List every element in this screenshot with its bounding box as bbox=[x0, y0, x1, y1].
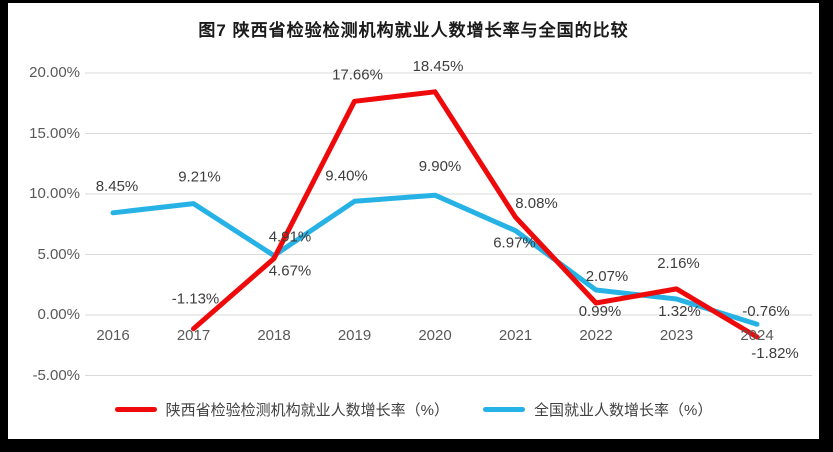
data-label: 9.40% bbox=[325, 167, 368, 184]
x-axis-year-label: 2019 bbox=[337, 327, 372, 344]
data-label: 2.07% bbox=[586, 268, 629, 285]
legend-line-icon bbox=[114, 407, 157, 412]
data-label: 8.45% bbox=[96, 178, 139, 195]
x-axis-year-label: 2023 bbox=[659, 327, 694, 344]
legend-label: 陕西省检验检测机构就业人数增长率（%） bbox=[165, 402, 449, 419]
legend-item-national: 全国就业人数增长率（%） bbox=[483, 399, 712, 420]
series-line-shaanxi bbox=[191, 89, 760, 340]
data-label: -1.82% bbox=[751, 345, 799, 362]
x-axis-year-label: 2024 bbox=[740, 327, 774, 344]
x-axis-year-label: 2018 bbox=[257, 327, 291, 344]
data-label: 1.32% bbox=[658, 303, 701, 320]
y-axis-tick-label: 5.00% bbox=[37, 245, 80, 263]
data-label: 0.99% bbox=[579, 303, 622, 320]
data-label: 18.45% bbox=[413, 58, 464, 75]
data-label: 4.91% bbox=[269, 229, 312, 246]
data-label: 6.97% bbox=[493, 235, 536, 252]
x-axis-year-label: 2017 bbox=[176, 327, 211, 344]
x-axis-year-label: 2020 bbox=[418, 327, 452, 344]
chart-title: 图7 陕西省检验检测机构就业人数增长率与全国的比较 bbox=[198, 21, 629, 40]
y-axis-tick-label: 15.00% bbox=[29, 124, 80, 142]
data-label: 9.21% bbox=[178, 169, 221, 186]
x-axis-year-label: 2022 bbox=[579, 327, 613, 344]
data-label: -0.76% bbox=[742, 303, 790, 320]
y-axis-tick-label: -5.00% bbox=[32, 366, 80, 384]
y-axis-tick-label: 10.00% bbox=[29, 185, 80, 202]
data-label: 2.16% bbox=[657, 255, 700, 272]
legend-line-icon bbox=[483, 407, 525, 412]
legend: 陕西省检验检测机构就业人数增长率（%） 全国就业人数增长率（%） bbox=[8, 399, 819, 420]
data-label: 4.67% bbox=[269, 262, 312, 279]
plot-area: -1.13% 4.67% 17.66% 18.45% 8.08% 0.99% 2.16% -1… bbox=[85, 58, 812, 376]
legend-item-shaanxi: 陕西省检验检测机构就业人数增长率（%） bbox=[114, 399, 449, 420]
x-axis-year-label: 2016 bbox=[96, 327, 130, 344]
data-label: 17.66% bbox=[332, 66, 383, 83]
data-label: 9.90% bbox=[419, 158, 462, 175]
y-axis-tick-label: 20.00% bbox=[29, 64, 80, 81]
legend-label: 全国就业人数增长率（%） bbox=[534, 402, 713, 419]
data-label: 8.08% bbox=[515, 195, 558, 212]
y-axis-tick-label: 0.00% bbox=[37, 306, 80, 323]
x-axis-year-label: 2021 bbox=[498, 327, 533, 344]
data-label: -1.13% bbox=[172, 291, 220, 308]
